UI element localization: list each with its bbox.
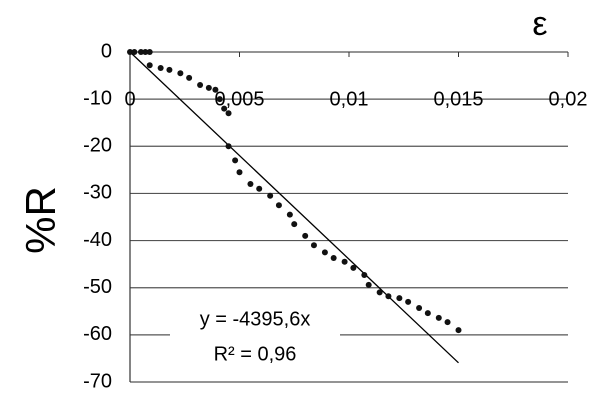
data-point: [146, 49, 153, 55]
data-point: [416, 304, 423, 311]
x-tick-label: 0: [124, 88, 135, 110]
data-point: [212, 86, 219, 93]
data-point: [376, 289, 383, 296]
trendline-equation: y = -4395,6x: [200, 308, 311, 330]
y-axis-title: %R: [17, 186, 64, 254]
y-tick-label: -40: [83, 229, 112, 251]
data-point: [205, 84, 212, 91]
y-tick-label: 0: [101, 40, 112, 62]
data-point: [247, 181, 254, 187]
data-point: [267, 192, 274, 199]
data-point: [256, 185, 263, 192]
data-point: [365, 281, 372, 288]
data-point: [221, 105, 228, 112]
data-point: [142, 49, 149, 55]
data-point: [424, 310, 431, 317]
data-point: [236, 169, 243, 176]
data-point: [455, 327, 462, 334]
data-point: [286, 211, 293, 218]
data-point: [225, 143, 232, 150]
y-tick-label: -60: [83, 323, 112, 345]
data-point: [435, 314, 442, 321]
x-tick-label: 0,005: [214, 88, 264, 110]
data-point: [361, 271, 368, 278]
data-point: [291, 221, 298, 228]
equation-box: [170, 302, 340, 372]
data-point: [302, 232, 309, 239]
data-point: [321, 249, 328, 256]
data-point: [186, 74, 193, 81]
data-point: [177, 70, 184, 77]
y-tick-label: -30: [83, 182, 112, 204]
data-point: [137, 49, 144, 55]
data-point: [146, 62, 153, 69]
trendline: [129, 51, 459, 364]
data-point: [310, 242, 317, 249]
data-point: [232, 157, 239, 164]
data-point: [225, 110, 232, 117]
y-tick-label: -50: [83, 276, 112, 298]
y-tick-label: -10: [83, 87, 112, 109]
data-point: [166, 66, 173, 73]
data-point: [275, 202, 282, 209]
data-point: [131, 49, 138, 55]
x-axis-title: ε: [532, 5, 547, 43]
data-point: [216, 96, 223, 103]
y-tick-label: -20: [83, 135, 112, 157]
data-point: [444, 319, 451, 326]
data-point: [385, 293, 392, 300]
trendline-r2: R² = 0,96: [214, 343, 297, 365]
data-point: [341, 258, 348, 265]
data-point: [396, 295, 403, 302]
data-point: [405, 298, 412, 305]
data-point: [197, 82, 204, 88]
data-point: [350, 264, 357, 271]
x-tick-label: 0,015: [433, 88, 483, 110]
data-point: [330, 255, 337, 262]
data-point: [157, 65, 164, 72]
x-tick-label: 0,02: [549, 88, 588, 110]
x-tick-label: 0,01: [330, 88, 369, 110]
data-point: [127, 49, 133, 55]
y-tick-label: -70: [83, 370, 112, 392]
